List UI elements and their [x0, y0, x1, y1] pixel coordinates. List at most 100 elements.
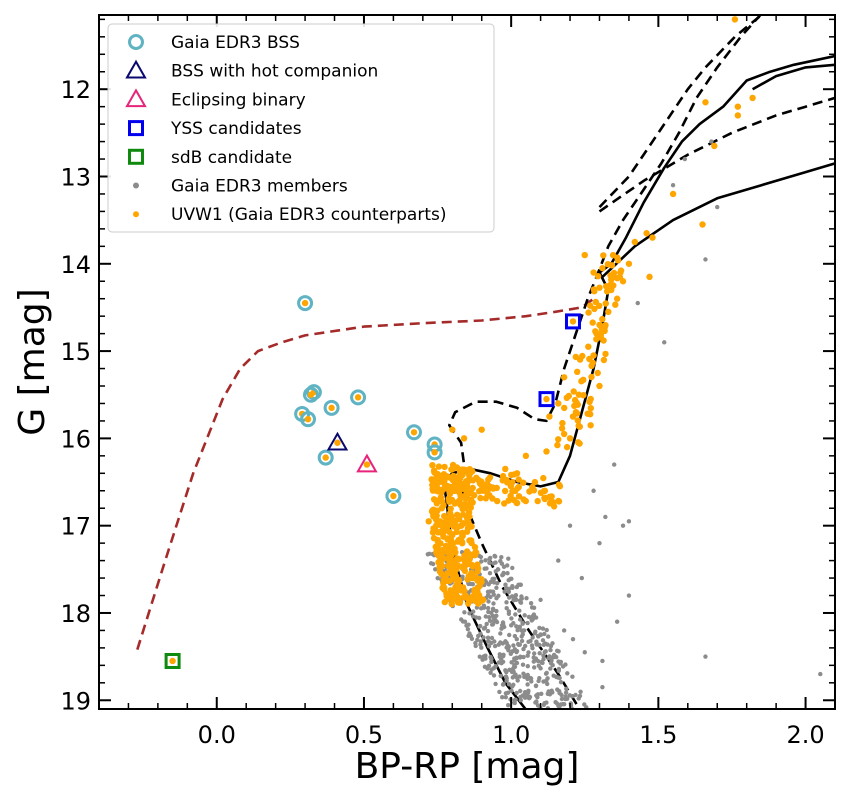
member-point	[591, 488, 596, 493]
uvw1-point	[501, 487, 509, 495]
member-point	[555, 648, 560, 653]
member-point	[545, 681, 550, 687]
member-point	[558, 680, 564, 685]
uvw1-point	[631, 238, 639, 246]
uvw1-point	[464, 576, 471, 583]
uvw1-counterpart-dot	[322, 454, 329, 461]
member-point	[537, 625, 542, 631]
gaia-edr3-bss-marker	[317, 449, 334, 466]
member-point	[471, 609, 476, 614]
member-point	[473, 643, 478, 649]
member-point	[516, 642, 521, 647]
member-point	[477, 624, 482, 629]
uvw1-point	[589, 319, 596, 326]
member-point	[504, 676, 509, 681]
member-point	[565, 696, 570, 701]
member-point	[526, 650, 531, 655]
member-point	[477, 654, 482, 659]
uvw1-point	[469, 484, 476, 492]
member-point	[552, 653, 557, 658]
member-point	[562, 702, 567, 707]
uvw1-point	[436, 568, 444, 575]
uvw1-counterpart-dot	[301, 299, 309, 307]
member-point	[513, 593, 519, 598]
x-tick-label: 0.5	[345, 721, 383, 749]
member-point	[662, 340, 667, 345]
curve-5	[598, 96, 835, 213]
y-tick-label: 14	[60, 251, 91, 279]
uvw1-point	[596, 321, 603, 329]
uvw1-counterpart-dot	[304, 415, 312, 423]
legend-label: Eclipsing binary	[171, 90, 306, 110]
member-point	[494, 585, 499, 590]
uvw1-point	[499, 477, 506, 484]
member-point	[493, 681, 498, 687]
uvw1-point	[515, 493, 523, 500]
member-point	[501, 622, 506, 627]
uvw1-point	[453, 528, 460, 536]
member-point	[703, 654, 708, 659]
member-point	[488, 589, 493, 594]
uvw1-point	[613, 295, 621, 302]
uvw1-point	[459, 529, 466, 536]
uvw1-counterpart-dot	[334, 439, 341, 446]
member-point	[507, 595, 512, 600]
legend-label: UVW1 (Gaia EDR3 counterparts)	[171, 205, 447, 225]
member-point	[498, 631, 503, 636]
uvw1-point	[711, 142, 718, 150]
member-point	[512, 697, 518, 703]
uvw1-counterpart-dot	[431, 449, 438, 456]
uvw1-point	[574, 401, 581, 408]
uvw1-point	[434, 544, 441, 551]
uvw1-point	[584, 410, 591, 417]
member-point	[428, 561, 434, 566]
member-point	[548, 643, 554, 649]
uvw1-point	[435, 471, 442, 478]
member-point	[467, 611, 472, 616]
uvw1-point	[540, 474, 547, 482]
member-point	[483, 558, 488, 563]
uvw1-point	[474, 585, 481, 592]
member-point	[494, 596, 499, 601]
member-point	[499, 561, 505, 566]
member-point	[494, 608, 499, 614]
member-point	[556, 703, 561, 709]
member-point	[532, 651, 537, 656]
uvw1-point	[449, 476, 456, 483]
member-point	[556, 666, 562, 672]
uvw1-point	[463, 486, 470, 493]
uvw1-point	[734, 103, 742, 110]
member-point	[549, 658, 554, 663]
member-point	[519, 638, 525, 644]
member-point	[533, 683, 539, 688]
member-point	[533, 629, 538, 634]
gaia-edr3-bss-marker	[350, 389, 367, 406]
member-point	[517, 608, 522, 613]
uvw1-point	[522, 452, 530, 460]
member-point	[514, 655, 519, 660]
member-point	[579, 575, 585, 581]
uvw1-point	[446, 510, 454, 517]
member-point	[510, 565, 515, 571]
member-point	[490, 622, 496, 627]
uvw1-point	[478, 426, 485, 433]
member-point	[476, 633, 481, 639]
uvw1-point	[514, 484, 521, 492]
member-point	[529, 605, 535, 610]
member-point	[425, 552, 430, 557]
uvw1-point	[699, 221, 706, 228]
uvw1-point	[608, 286, 615, 294]
member-point	[518, 600, 523, 605]
uvw1-point	[477, 494, 484, 502]
member-point	[525, 620, 530, 626]
uvw1-point	[438, 489, 445, 496]
uvw1-point	[542, 494, 549, 501]
uvw1-point	[560, 430, 568, 438]
uvw1-point	[465, 470, 472, 477]
uvw1-point	[520, 479, 527, 486]
y-tick-label: 12	[60, 76, 91, 104]
member-point	[541, 653, 546, 658]
uvw1-point	[563, 443, 571, 451]
uvw1-point	[467, 537, 475, 544]
member-point	[520, 632, 525, 637]
